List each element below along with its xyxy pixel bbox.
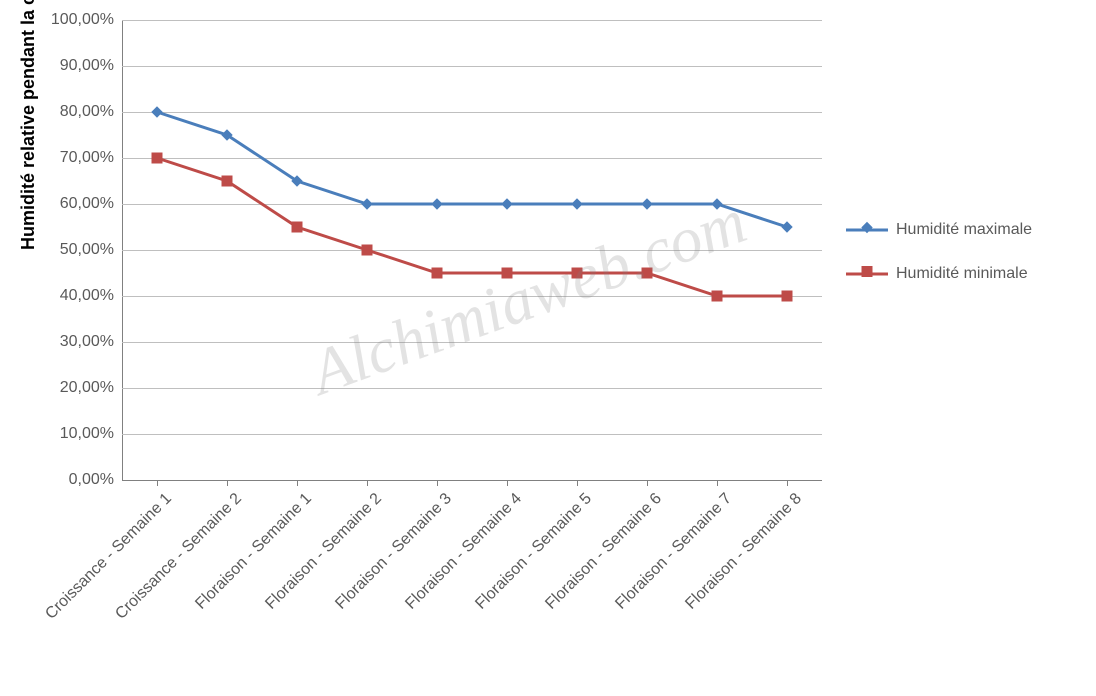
x-tick xyxy=(227,480,228,486)
legend-item-max: Humidité maximale xyxy=(846,220,1032,240)
series-marker-1 xyxy=(292,222,302,232)
plot-area: 0,00%10,00%20,00%30,00%40,00%50,00%60,00… xyxy=(122,20,822,480)
x-tick xyxy=(297,480,298,486)
x-tick-label: Floraison - Semaine 3 xyxy=(302,490,456,644)
y-tick-label: 100,00% xyxy=(51,11,114,29)
humidity-chart: Humidité relative pendant la culture 0,0… xyxy=(0,0,1096,696)
legend-label-min: Humidité minimale xyxy=(896,265,1028,283)
x-tick xyxy=(577,480,578,486)
y-tick-label: 30,00% xyxy=(60,333,114,351)
y-tick-label: 40,00% xyxy=(60,287,114,305)
series-marker-1 xyxy=(712,291,722,301)
y-tick-label: 10,00% xyxy=(60,425,114,443)
x-tick-label: Floraison - Semaine 6 xyxy=(512,490,666,644)
series-marker-0 xyxy=(642,199,652,209)
series-marker-1 xyxy=(222,176,232,186)
legend-swatch-min xyxy=(846,264,888,284)
series-line-1 xyxy=(157,158,787,296)
x-tick-label: Floraison - Semaine 8 xyxy=(652,490,806,644)
series-marker-1 xyxy=(642,268,652,278)
series-marker-0 xyxy=(432,199,442,209)
legend-item-min: Humidité minimale xyxy=(846,264,1032,284)
x-tick xyxy=(647,480,648,486)
y-tick-label: 90,00% xyxy=(60,57,114,75)
y-tick-label: 60,00% xyxy=(60,195,114,213)
x-tick-label: Floraison - Semaine 5 xyxy=(442,490,596,644)
series-marker-1 xyxy=(502,268,512,278)
x-tick-label: Floraison - Semaine 2 xyxy=(232,490,386,644)
legend-swatch-max xyxy=(846,220,888,240)
y-tick-label: 70,00% xyxy=(60,149,114,167)
x-tick-label: Floraison - Semaine 7 xyxy=(582,490,736,644)
x-tick-label: Croissance - Semaine 1 xyxy=(22,490,176,644)
series-marker-1 xyxy=(432,268,442,278)
y-tick-label: 80,00% xyxy=(60,103,114,121)
x-tick-label: Floraison - Semaine 1 xyxy=(162,490,316,644)
series-marker-0 xyxy=(572,199,582,209)
y-axis-title: Humidité relative pendant la culture xyxy=(18,0,39,250)
y-tick-label: 0,00% xyxy=(69,471,114,489)
x-tick xyxy=(157,480,158,486)
legend: Humidité maximale Humidité minimale xyxy=(846,220,1032,308)
series-marker-1 xyxy=(152,153,162,163)
series-marker-1 xyxy=(782,291,792,301)
series-marker-0 xyxy=(152,107,162,117)
series-svg xyxy=(122,20,822,480)
series-marker-0 xyxy=(712,199,722,209)
x-tick xyxy=(787,480,788,486)
series-marker-0 xyxy=(502,199,512,209)
series-marker-1 xyxy=(362,245,372,255)
series-marker-0 xyxy=(782,222,792,232)
y-tick-label: 50,00% xyxy=(60,241,114,259)
x-tick xyxy=(717,480,718,486)
x-tick xyxy=(437,480,438,486)
y-tick-label: 20,00% xyxy=(60,379,114,397)
series-marker-0 xyxy=(362,199,372,209)
x-tick xyxy=(507,480,508,486)
x-tick-label: Floraison - Semaine 4 xyxy=(372,490,526,644)
series-line-0 xyxy=(157,112,787,227)
x-tick xyxy=(367,480,368,486)
legend-label-max: Humidité maximale xyxy=(896,221,1032,239)
series-marker-1 xyxy=(572,268,582,278)
x-tick-label: Croissance - Semaine 2 xyxy=(92,490,246,644)
